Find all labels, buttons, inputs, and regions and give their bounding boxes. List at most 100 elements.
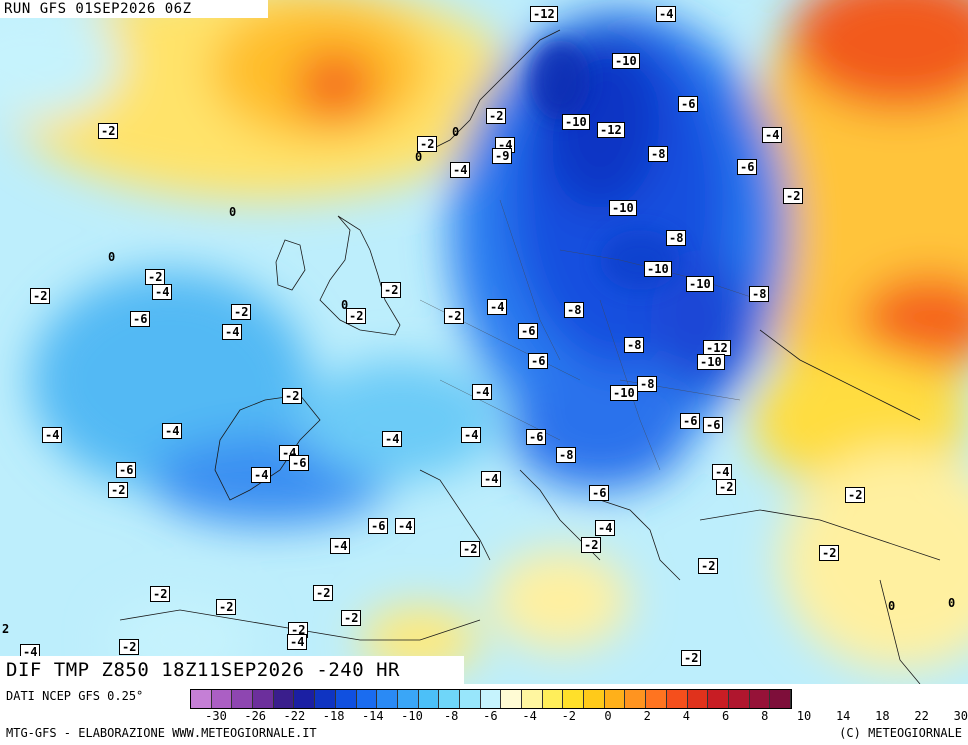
- contour-label: -6: [528, 353, 549, 369]
- color-swatch: [294, 690, 316, 708]
- contour-label: -2: [681, 650, 702, 666]
- color-swatch: [666, 690, 688, 708]
- contour-label: 0: [452, 125, 460, 139]
- color-swatch: [542, 690, 564, 708]
- contour-label: -4: [595, 520, 616, 536]
- contour-label: -4: [481, 471, 502, 487]
- contour-label: 0: [108, 250, 116, 264]
- contour-label: -4: [461, 427, 482, 443]
- contour-label: -6: [518, 323, 539, 339]
- contour-label: -8: [624, 337, 645, 353]
- contour-label: -2: [698, 558, 719, 574]
- run-info: RUN GFS 01SEP2026 06Z: [0, 0, 268, 18]
- color-swatch: [232, 690, 254, 708]
- color-swatch: [377, 690, 398, 708]
- map-canvas: [0, 0, 968, 684]
- scale-tick-label: -6: [483, 709, 498, 723]
- contour-label: -2: [486, 108, 507, 124]
- contour-label: 0: [888, 599, 896, 613]
- contour-label: -10: [686, 276, 714, 292]
- scale-tick-label: -4: [522, 709, 537, 723]
- scale-tick-label: 6: [721, 709, 730, 723]
- color-scale-ticks: -30 -26 -22 -18 -14 -10 -8 -6 -4 -2 0 2 4 6 8 10 14 18 22 3…: [190, 709, 968, 725]
- contour-label: -2: [282, 388, 303, 404]
- color-swatch: [439, 690, 460, 708]
- scale-tick-label: -14: [361, 709, 384, 723]
- contour-label: 0: [229, 205, 237, 219]
- contour-label: -2: [417, 136, 438, 152]
- contour-label: -6: [368, 518, 389, 534]
- contour-label: -2: [444, 308, 465, 324]
- color-swatch: [625, 690, 647, 708]
- contour-label: -6: [737, 159, 758, 175]
- contour-label: -2: [460, 541, 481, 557]
- color-swatch: [646, 690, 667, 708]
- copyright: (C) METEOGIORNALE: [839, 726, 962, 740]
- scale-tick-label: -10: [401, 709, 423, 723]
- contour-label: -2: [819, 545, 840, 561]
- scale-tick-label: 10: [796, 709, 812, 723]
- contour-label: -2: [581, 537, 602, 553]
- scale-tick-label: 8: [761, 709, 769, 723]
- contour-label: -2: [346, 308, 367, 324]
- contour-label: -2: [108, 482, 129, 498]
- contour-label: -4: [656, 6, 677, 22]
- contour-label: -10: [612, 53, 640, 69]
- contour-label: -4: [712, 464, 733, 480]
- contour-label: -2: [150, 586, 171, 602]
- contour-label: -2: [231, 304, 252, 320]
- color-swatch: [728, 690, 750, 708]
- contour-label: -6: [116, 462, 137, 478]
- contour-label: -4: [162, 423, 183, 439]
- color-swatch: [273, 690, 295, 708]
- contour-label: -2: [783, 188, 804, 204]
- contour-label: -4: [382, 431, 403, 447]
- contour-label: -4: [152, 284, 173, 300]
- contour-label: -6: [703, 417, 724, 433]
- color-swatch: [335, 690, 357, 708]
- color-swatch: [459, 690, 481, 708]
- color-swatch: [356, 690, 378, 708]
- scale-tick-label: 2: [643, 709, 651, 723]
- scale-tick-label: 18: [875, 709, 890, 723]
- contour-label: -10: [697, 354, 725, 370]
- contour-label: -8: [556, 447, 577, 463]
- contour-label: -6: [289, 455, 310, 471]
- color-swatch: [315, 690, 336, 708]
- contour-label: -2: [216, 599, 237, 615]
- temperature-anomaly-map: [0, 0, 968, 684]
- contour-label: 0: [948, 596, 956, 610]
- color-swatch: [253, 690, 274, 708]
- contour-label: -2: [381, 282, 402, 298]
- color-swatch: [501, 690, 522, 708]
- color-swatch: [604, 690, 626, 708]
- color-swatch: [584, 690, 605, 708]
- scale-tick-label: -8: [443, 709, 459, 723]
- contour-label: -10: [610, 385, 638, 401]
- contour-label: -4: [222, 324, 243, 340]
- color-swatch: [749, 690, 771, 708]
- contour-label: -4: [42, 427, 63, 443]
- contour-label: -10: [644, 261, 672, 277]
- data-source: DATI NCEP GFS 0.25°: [6, 689, 144, 703]
- contour-label: -4: [287, 634, 308, 650]
- color-swatch: [563, 690, 585, 708]
- contour-label: -8: [564, 302, 585, 318]
- map-title: DIF TMP Z850 18Z11SEP2026 -240 HR: [0, 656, 464, 684]
- scale-tick-label: 14: [835, 709, 851, 723]
- contour-label: -10: [562, 114, 590, 130]
- contour-label: 0: [341, 298, 349, 312]
- contour-label: -2: [716, 479, 737, 495]
- contour-label: -12: [597, 122, 625, 138]
- contour-label: -4: [762, 127, 783, 143]
- scale-tick-label: 30: [953, 709, 968, 723]
- anomaly-field: [0, 0, 968, 680]
- contour-label: -8: [666, 230, 687, 246]
- contour-label: -6: [678, 96, 699, 112]
- credit-line: MTG-GFS - ELABORAZIONE WWW.METEOGIORNALE…: [6, 726, 317, 740]
- contour-label: -6: [680, 413, 701, 429]
- contour-label: -2: [341, 610, 362, 626]
- contour-label: -4: [450, 162, 471, 178]
- contour-label: -12: [530, 6, 558, 22]
- contour-label: -2: [98, 123, 119, 139]
